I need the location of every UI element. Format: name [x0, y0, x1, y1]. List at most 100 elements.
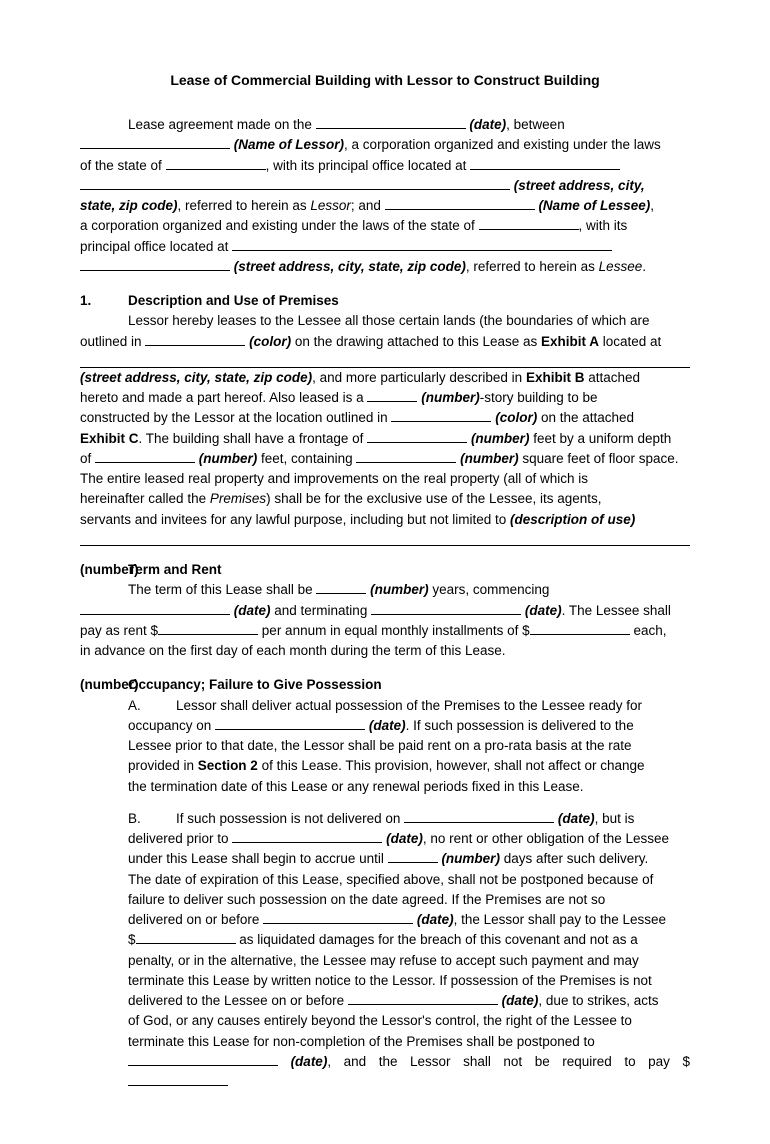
- field-desc: (description of use): [510, 512, 635, 527]
- text: , with its: [579, 218, 628, 233]
- field-number: (number): [421, 390, 480, 405]
- text: delivered on or before: [128, 912, 263, 927]
- field-date: (date): [469, 117, 506, 132]
- blank-lessor-name[interactable]: [80, 136, 230, 149]
- blank-fullline2[interactable]: [80, 530, 690, 546]
- blank-damages[interactable]: [136, 932, 236, 945]
- text: servants and invitees for any lawful pur…: [80, 512, 510, 527]
- blank-date[interactable]: [316, 116, 466, 129]
- lessee-term: Lessee: [599, 259, 643, 274]
- field-addr3: (street address, city, state, zip code): [234, 259, 466, 274]
- blank-occ-date[interactable]: [215, 717, 365, 730]
- text: located at: [599, 334, 661, 349]
- sub-label-a: A.: [128, 696, 176, 716]
- text: The term of this Lease shall be: [128, 582, 316, 597]
- blank-addr3[interactable]: [80, 258, 230, 271]
- text: principal office located at: [80, 239, 232, 254]
- blank-lessee-name[interactable]: [385, 197, 535, 210]
- blank-num4[interactable]: [356, 450, 456, 463]
- text: , a corporation organized and existing u…: [344, 137, 661, 152]
- section-title: Description and Use of Premises: [128, 291, 339, 311]
- section-1-heading: 1. Description and Use of Premises: [80, 291, 690, 311]
- text: , referred to herein as: [178, 198, 311, 213]
- text: days after such delivery.: [500, 851, 648, 866]
- text: occupancy on: [128, 718, 215, 733]
- text: hereto and made a part hereof. Also leas…: [80, 390, 367, 405]
- text: -story building to be: [480, 390, 598, 405]
- blank-install[interactable]: [530, 622, 630, 635]
- text: as liquidated damages for the breach of …: [236, 932, 638, 947]
- blank-color[interactable]: [145, 333, 245, 346]
- blank-office2[interactable]: [232, 238, 612, 251]
- text: penalty, or in the alternative, the Less…: [128, 953, 639, 968]
- text: square feet of floor space.: [519, 451, 679, 466]
- blank-years[interactable]: [316, 582, 366, 595]
- section-1-body: Lessor hereby leases to the Lessee all t…: [80, 311, 690, 546]
- text: years, commencing: [429, 582, 550, 597]
- blank-num2[interactable]: [367, 430, 467, 443]
- blank-b-num[interactable]: [388, 851, 438, 864]
- blank-color2[interactable]: [391, 410, 491, 423]
- text: on the drawing attached to this Lease as: [291, 334, 541, 349]
- text: a corporation organized and existing und…: [80, 218, 479, 233]
- exhibit-c: Exhibit C: [80, 431, 139, 446]
- sub-label-b: B.: [128, 809, 176, 829]
- text: , no rent or other obligation of the Les…: [423, 831, 669, 846]
- text: of: [80, 451, 95, 466]
- section-3a: A.Lessor shall deliver actual possession…: [128, 696, 690, 797]
- blank-num1[interactable]: [367, 389, 417, 402]
- text: and terminating: [271, 603, 372, 618]
- blank-addr-line[interactable]: [80, 177, 510, 190]
- blank-num3[interactable]: [95, 450, 195, 463]
- field-addr2: state, zip code): [80, 198, 178, 213]
- text: Lessee prior to that date, the Lessor sh…: [128, 738, 632, 753]
- blank-fullline[interactable]: [80, 352, 690, 368]
- text: terminate this Lease by written notice t…: [128, 973, 652, 988]
- field-date4: (date): [369, 718, 406, 733]
- field-date5: (date): [558, 811, 595, 826]
- field-color: (color): [249, 334, 291, 349]
- text: of the state of: [80, 158, 166, 173]
- blank-pay[interactable]: [128, 1073, 228, 1086]
- blank-b-date4[interactable]: [348, 992, 498, 1005]
- blank-b-date5[interactable]: [128, 1053, 278, 1066]
- section-3-heading: (number) Occupancy; Failure to Give Poss…: [80, 675, 690, 695]
- blank-state[interactable]: [166, 157, 266, 170]
- section-number: (number): [80, 675, 128, 695]
- text: constructed by the Lessor at the locatio…: [80, 410, 391, 425]
- field-number5: (number): [370, 582, 429, 597]
- blank-b-date2[interactable]: [232, 830, 382, 843]
- text: Lessor hereby leases to the Lessee all t…: [128, 313, 650, 328]
- field-number4: (number): [460, 451, 519, 466]
- text: ) shall be for the exclusive use of the …: [266, 491, 601, 506]
- text: , but is: [595, 811, 635, 826]
- text: failure to deliver such possession on th…: [128, 892, 605, 907]
- blank-office1[interactable]: [470, 157, 620, 170]
- text: , with its principal office located at: [266, 158, 471, 173]
- intro-paragraph: Lease agreement made on the (date), betw…: [80, 115, 690, 277]
- field-date3: (date): [525, 603, 562, 618]
- document-page: Lease of Commercial Building with Lessor…: [0, 0, 770, 1144]
- text: . The Lessee shall: [562, 603, 671, 618]
- section-2-body: The term of this Lease shall be (number)…: [80, 580, 690, 661]
- text: $: [128, 932, 136, 947]
- text: pay as rent $: [80, 623, 158, 638]
- field-date9: (date): [291, 1054, 328, 1069]
- text: feet by a uniform depth: [529, 431, 671, 446]
- blank-rent[interactable]: [158, 622, 258, 635]
- text: ; and: [351, 198, 385, 213]
- blank-date-end[interactable]: [371, 602, 521, 615]
- section-3b: B.If such possession is not delivered on…: [128, 809, 690, 1093]
- blank-b-date3[interactable]: [263, 911, 413, 924]
- text: , between: [506, 117, 565, 132]
- text: attached: [584, 370, 640, 385]
- text: delivered prior to: [128, 831, 232, 846]
- blank-b-date1[interactable]: [404, 810, 554, 823]
- text: Lessor shall deliver actual possession o…: [176, 698, 642, 713]
- text: The entire leased real property and impr…: [80, 471, 588, 486]
- blank-date-start[interactable]: [80, 602, 230, 615]
- text: each,: [630, 623, 667, 638]
- blank-state2[interactable]: [479, 217, 579, 230]
- text: If such possession is not delivered on: [176, 811, 404, 826]
- text: hereinafter called the: [80, 491, 210, 506]
